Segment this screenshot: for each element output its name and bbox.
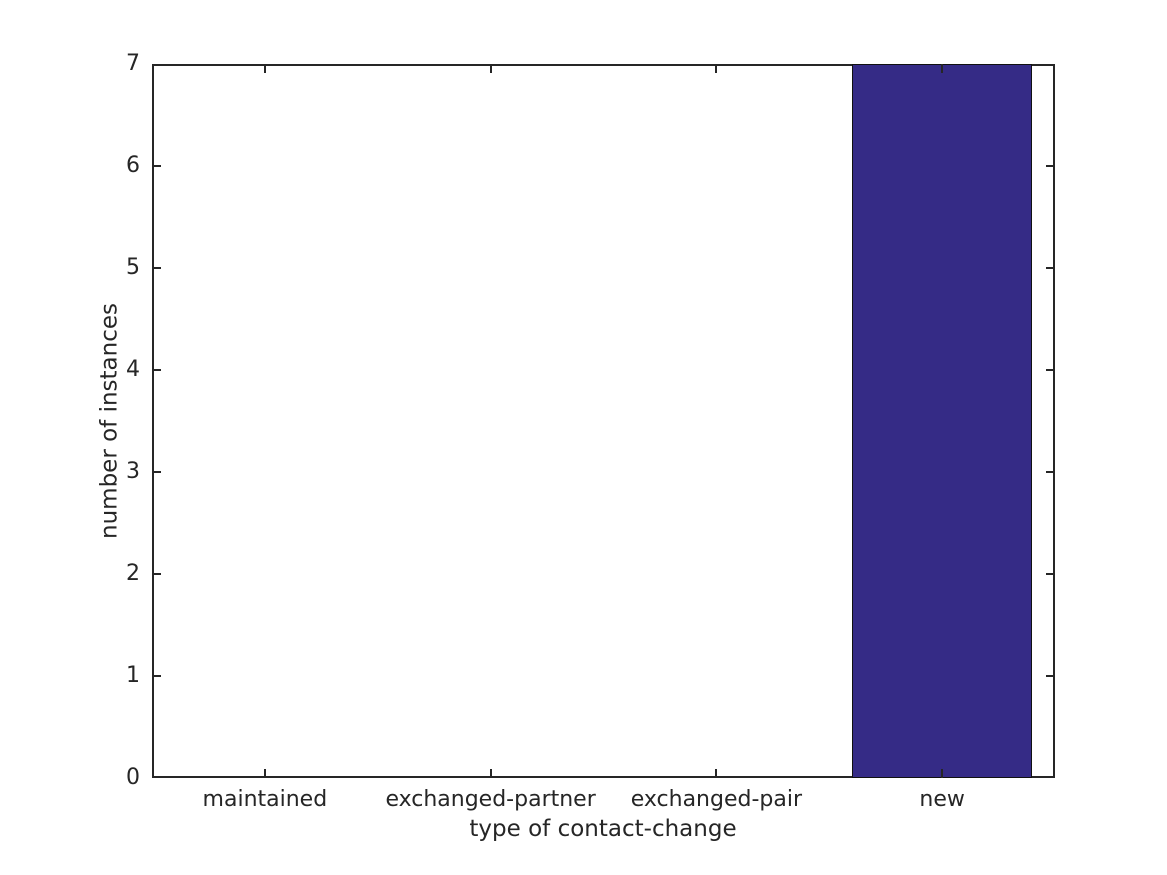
y-tick-label: 7 (126, 51, 140, 76)
y-tick-left (152, 267, 161, 269)
y-tick-label: 0 (126, 765, 140, 790)
x-tick-bottom (489, 769, 492, 778)
x-tick-top (715, 64, 718, 73)
y-tick-left (152, 165, 161, 167)
x-tick-label-new: new (919, 787, 965, 812)
y-tick-right (1046, 471, 1055, 473)
y-tick-label: 3 (126, 459, 140, 484)
x-axis-title: type of contact-change (469, 816, 737, 842)
x-tick-label-exchanged-pair: exchanged-pair (630, 787, 803, 812)
y-tick-left (152, 369, 161, 371)
x-tick-label-maintained: maintained (202, 787, 328, 812)
y-tick-left (152, 573, 161, 575)
y-tick-left (152, 471, 161, 473)
plot-area (152, 64, 1055, 778)
x-tick-bottom (263, 769, 266, 778)
y-tick-right (1046, 675, 1055, 677)
x-tick-bottom (715, 769, 718, 778)
y-tick-right (1046, 267, 1055, 269)
x-tick-top (489, 64, 492, 73)
y-tick-left (152, 675, 161, 677)
bar-new (851, 64, 1033, 778)
y-tick-label: 2 (126, 561, 140, 586)
y-tick-right (1046, 573, 1055, 575)
y-tick-label: 6 (126, 153, 140, 178)
y-tick-right (1046, 369, 1055, 371)
y-tick-label: 4 (126, 357, 140, 382)
x-tick-label-exchanged-partner: exchanged-partner (385, 787, 596, 812)
x-tick-top (941, 64, 944, 73)
y-tick-right (1046, 165, 1055, 167)
x-tick-bottom (941, 769, 944, 778)
y-axis-title: number of instances (96, 303, 123, 539)
y-tick-label: 1 (126, 663, 140, 688)
y-tick-label: 5 (126, 255, 140, 280)
x-tick-top (263, 64, 266, 73)
